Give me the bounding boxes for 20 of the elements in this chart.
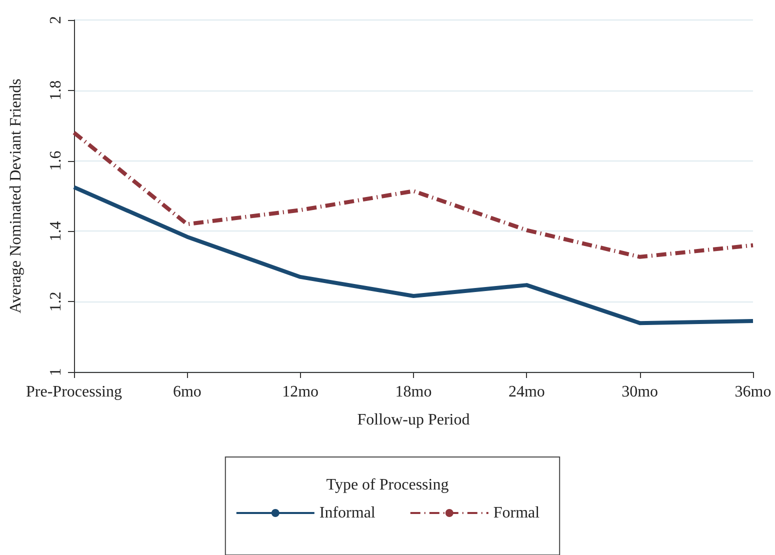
x-axis-title: Follow-up Period xyxy=(357,412,470,428)
line-series xyxy=(72,130,755,259)
y-tick-label: 1.6 xyxy=(48,150,64,171)
y-tick-label: 1.4 xyxy=(48,221,64,242)
x-tick-label: 36mo xyxy=(734,384,772,400)
x-tick-label: Pre-Processing xyxy=(26,384,122,400)
y-tick-label: 2 xyxy=(48,16,64,24)
line-series xyxy=(72,185,755,326)
y-tick-label: 1.2 xyxy=(48,292,64,312)
legend-title: Type of Processing xyxy=(326,476,449,494)
y-axis-title: Average Nominated Deviant Friends xyxy=(8,78,24,314)
x-tick-label: 18mo xyxy=(395,384,432,400)
x-tick-label: 12mo xyxy=(282,384,319,400)
legend-label: Formal xyxy=(493,504,540,522)
y-tick-label: 1.8 xyxy=(48,80,64,100)
x-tick-label: 24mo xyxy=(508,384,545,400)
x-tick-label: 6mo xyxy=(172,384,202,400)
legend-label: Informal xyxy=(319,504,376,522)
x-tick-label: 30mo xyxy=(622,384,658,400)
y-tick-label: 1 xyxy=(48,368,64,376)
